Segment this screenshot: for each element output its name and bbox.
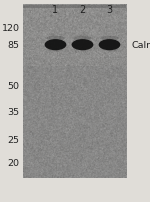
Text: 50: 50 <box>8 81 20 90</box>
Ellipse shape <box>45 40 66 51</box>
Text: 2: 2 <box>79 5 86 15</box>
Ellipse shape <box>46 37 65 41</box>
Text: 35: 35 <box>7 108 20 117</box>
Text: Calnexin: Calnexin <box>131 41 150 50</box>
Text: 3: 3 <box>106 5 112 15</box>
Text: 85: 85 <box>8 41 20 50</box>
Ellipse shape <box>73 37 92 41</box>
Text: 20: 20 <box>8 158 20 167</box>
Ellipse shape <box>100 37 119 41</box>
Ellipse shape <box>47 49 64 52</box>
Ellipse shape <box>74 49 91 52</box>
Bar <box>22 5 126 178</box>
Ellipse shape <box>99 40 120 51</box>
Text: 120: 120 <box>2 24 20 33</box>
Text: 1: 1 <box>52 5 59 15</box>
Bar <box>22 6 126 9</box>
Ellipse shape <box>72 40 93 51</box>
Text: 25: 25 <box>8 135 20 144</box>
Ellipse shape <box>101 49 118 52</box>
